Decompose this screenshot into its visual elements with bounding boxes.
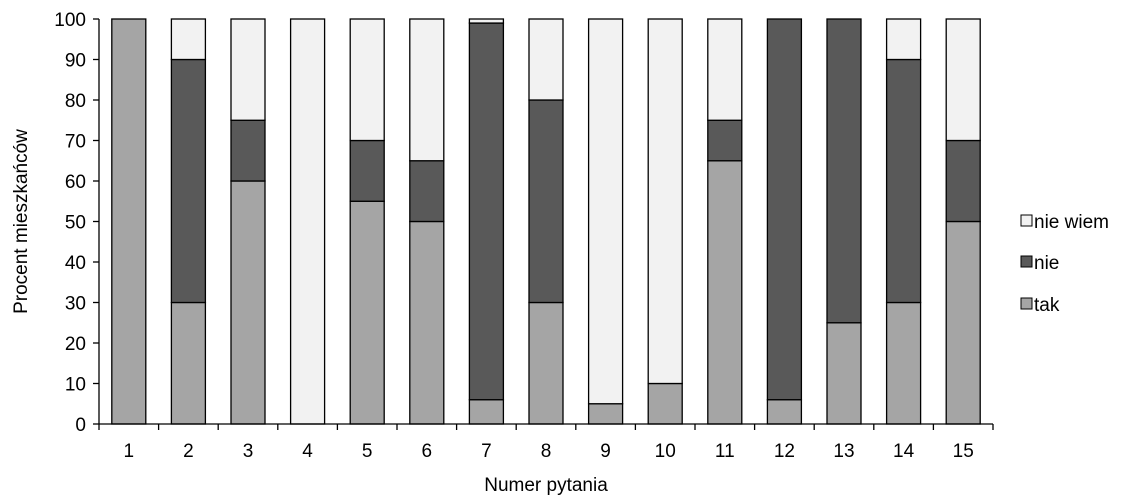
bar-tak-q1 [111,18,147,425]
bar-tak-q11 [707,160,743,425]
x-tick-label: 13 [833,441,854,462]
bar-tak-q12 [766,399,803,425]
bar-tak-q10 [647,382,683,425]
bar-nie-q3 [230,119,266,182]
bar-nie-wiem-q2 [170,18,207,61]
bar-nie-wiem-q8 [528,18,564,101]
y-tick-label: 20 [65,334,86,355]
x-tick-label: 14 [893,441,915,462]
y-tick-labels: 0 10 20 30 40 50 60 70 80 90 100 [54,10,86,436]
x-tick-label: 2 [183,441,194,462]
bar-nie-wiem-q14 [885,18,922,61]
x-axis-title: Numer pytania [484,475,608,496]
bar-nie-wiem-q7 [468,18,505,24]
x-tick-label: 5 [362,441,373,462]
x-tick-label: 9 [600,441,611,462]
bar-nie-wiem-q6 [409,18,445,162]
axes-group [93,18,994,430]
bar-tak-q2 [170,301,207,425]
x-tick-label: 12 [774,441,795,462]
bar-tak-q15 [945,220,981,425]
bar-nie-q15 [945,139,981,223]
bar-nie-q5 [349,139,385,202]
y-tick-label: 100 [54,10,86,31]
x-tick-label: 15 [953,441,974,462]
y-tick-label: 40 [65,253,86,274]
bar-nie-wiem-q4 [289,18,326,425]
bar-nie-wiem-q3 [230,18,266,121]
y-tick-label: 0 [75,415,86,436]
bar-nie-wiem-q10 [647,18,683,385]
x-tick-label: 3 [243,441,254,462]
x-tick-label: 10 [655,441,676,462]
x-tick-label: 8 [541,441,552,462]
y-tick-label: 80 [65,91,86,112]
bar-nie-wiem-q9 [587,18,624,405]
bar-tak-q14 [885,301,922,425]
bar-tak-q9 [587,403,624,425]
bar-nie-wiem-q5 [349,18,385,142]
bar-nie-wiem-q15 [945,18,981,142]
bar-tak-q8 [528,301,564,425]
bar-tak-q7 [468,399,505,425]
bar-nie-q2 [170,58,207,304]
bar-nie-q7 [468,22,505,401]
legend-label-nie-wiem: nie wiem [1034,212,1109,233]
x-tick-label: 1 [124,441,135,462]
bar-tak-q3 [230,180,266,425]
legend: nie wiem nie tak [1020,212,1109,316]
x-tick-label: 11 [715,441,735,462]
bar-nie-q6 [409,160,445,223]
bar-nie-q11 [707,119,743,162]
x-tick-label: 4 [302,441,313,462]
legend-swatch-tak [1020,297,1033,310]
x-tick-labels: 1 2 3 4 5 6 7 8 9 10 11 12 13 14 15 [124,441,974,462]
bar-nie-q14 [885,58,922,304]
legend-swatch-nie-wiem [1020,214,1033,227]
bar-nie-q8 [528,99,564,304]
y-tick-label: 30 [65,294,86,315]
y-axis-title: Procent mieszkańców [11,129,32,314]
legend-label-tak: tak [1034,295,1060,316]
bar-nie-q13 [826,18,862,324]
y-tick-label: 90 [65,51,86,72]
bar-tak-q5 [349,200,385,425]
bar-tak-q6 [409,220,445,425]
y-tick-label: 10 [65,375,86,396]
x-tick-label: 6 [422,441,433,462]
y-tick-label: 60 [65,172,86,193]
y-tick-label: 50 [65,213,86,234]
legend-label-nie: nie [1034,253,1059,274]
bar-tak-q13 [826,322,862,425]
legend-swatch-nie [1020,255,1033,268]
bar-nie-q12 [766,18,803,401]
bars-group [111,18,981,425]
y-tick-label: 70 [65,132,86,153]
x-tick-label: 7 [481,441,492,462]
bar-nie-wiem-q11 [707,18,743,121]
